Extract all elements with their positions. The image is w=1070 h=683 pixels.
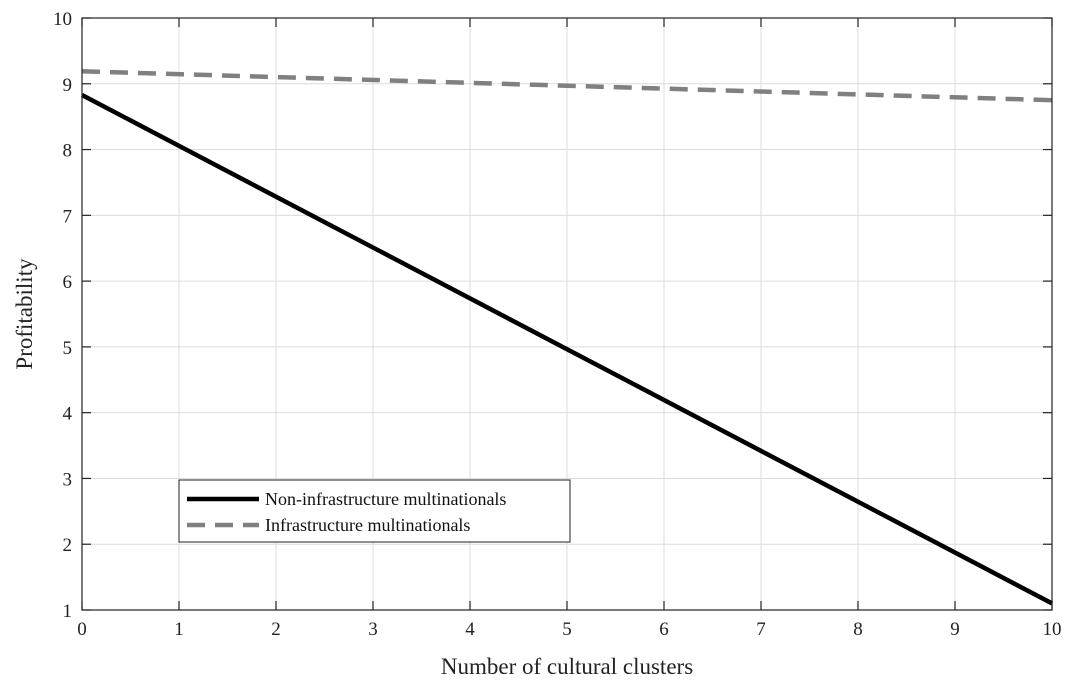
x-tick-label: 1	[174, 619, 184, 640]
y-tick-label: 2	[63, 535, 73, 556]
legend: Non-infrastructure multinationals Infrast…	[178, 479, 571, 543]
x-tick-label: 0	[77, 619, 87, 640]
series-lines	[80, 69, 1054, 606]
y-tick-label: 4	[63, 404, 73, 425]
x-tick-label: 9	[950, 619, 960, 640]
x-tick-label: 4	[465, 619, 475, 640]
x-tick-label: 2	[271, 619, 281, 640]
x-tick-label: 8	[853, 619, 863, 640]
y-tick-label: 8	[63, 141, 73, 162]
x-tick-label: 3	[368, 619, 378, 640]
legend-label-2: Infrastructure multinationals	[265, 515, 470, 535]
y-axis-label: Profitability	[12, 258, 37, 370]
y-tick-label: 10	[53, 9, 72, 30]
tick-marks	[81, 17, 1053, 611]
x-tick-labels: 0 1 2 3 4 5 6 7 8 9 10	[77, 619, 1061, 640]
y-tick-label: 9	[63, 75, 73, 96]
x-axis-label: Number of cultural clusters	[441, 654, 693, 679]
y-tick-label: 7	[63, 206, 73, 227]
legend-box	[178, 479, 571, 543]
y-tick-label: 3	[63, 469, 73, 490]
legend-label-1: Non-infrastructure multinationals	[265, 489, 506, 509]
x-tick-label: 7	[756, 619, 766, 640]
series-line-2	[81, 69, 1053, 103]
y-tick-label: 5	[63, 338, 73, 359]
y-tick-label: 6	[63, 272, 73, 293]
x-tick-label: 5	[562, 619, 572, 640]
x-tick-label: 10	[1043, 619, 1062, 640]
y-tick-labels: 1 2 3 4 5 6 7 8 9 10	[53, 9, 73, 622]
y-tick-label: 1	[63, 601, 73, 622]
series-line-1	[80, 93, 1054, 606]
x-tick-label: 6	[659, 619, 669, 640]
